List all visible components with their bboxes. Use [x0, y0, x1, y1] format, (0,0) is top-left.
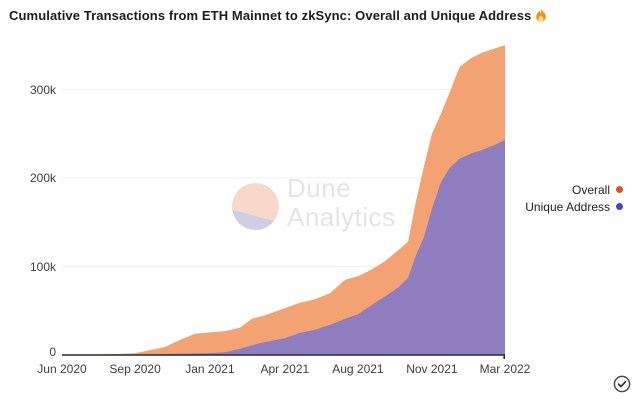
- y-tick-300k: 300k: [29, 83, 56, 97]
- flame-icon: [535, 8, 547, 25]
- y-tick-0: 0: [49, 345, 56, 359]
- legend-item-overall[interactable]: Overall: [525, 181, 623, 198]
- unique-address-area-series[interactable]: [62, 140, 505, 355]
- dune-logo-icon: [232, 183, 279, 230]
- y-tick-100k: 100k: [29, 260, 56, 274]
- legend-item-unique-address[interactable]: Unique Address: [525, 198, 623, 215]
- overall-area-series[interactable]: [62, 45, 505, 356]
- x-tick-sep-2020: Sep 2020: [109, 362, 161, 376]
- legend-label-overall: Overall: [571, 182, 610, 197]
- area-chart-plot: [62, 45, 505, 359]
- x-tick-mar-2022: Mar 2022: [479, 362, 531, 376]
- y-tick-200k: 200k: [29, 171, 56, 185]
- chart-title-text: Cumulative Transactions from ETH Mainnet…: [9, 8, 532, 23]
- x-tick-aug-2021: Aug 2021: [332, 362, 384, 376]
- x-tick-apr-2021: Apr 2021: [260, 362, 310, 376]
- check-circle-icon[interactable]: [613, 375, 631, 393]
- overall-dot-icon: [616, 186, 623, 193]
- unique-address-dot-icon: [616, 203, 623, 210]
- legend-label-unique-address: Unique Address: [525, 199, 610, 214]
- chart-legend: Overall Unique Address: [525, 181, 623, 215]
- x-tick-jun-2020: Jun 2020: [37, 362, 87, 376]
- x-tick-nov-2021: Nov 2021: [406, 362, 458, 376]
- x-tick-jan-2021: Jan 2021: [185, 362, 235, 376]
- chart-title: Cumulative Transactions from ETH Mainnet…: [9, 8, 547, 25]
